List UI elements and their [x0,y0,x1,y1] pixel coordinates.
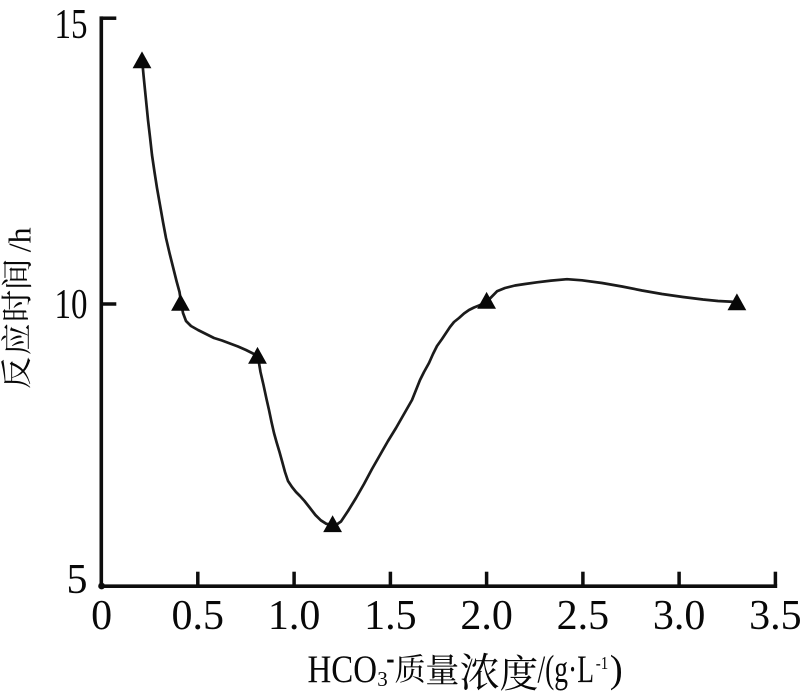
svg-text:-1: -1 [596,653,609,673]
svg-text:/h: /h [2,227,38,252]
svg-text:0.5: 0.5 [172,593,225,639]
svg-text:5: 5 [67,557,88,603]
svg-text:1.0: 1.0 [268,593,321,639]
svg-text:3.0: 3.0 [653,593,706,639]
svg-text:2.0: 2.0 [460,593,513,639]
svg-text:3.5: 3.5 [749,593,802,639]
svg-text:1.5: 1.5 [364,593,417,639]
svg-text:0: 0 [91,593,112,639]
svg-text:3: 3 [377,667,388,691]
svg-text:10: 10 [55,282,88,328]
svg-text:/(g·L: /(g·L [538,648,595,691]
svg-text:15: 15 [55,2,88,48]
svg-text:2.5: 2.5 [557,593,610,639]
svg-text:HCO: HCO [308,648,378,691]
svg-text:): ) [610,648,623,691]
